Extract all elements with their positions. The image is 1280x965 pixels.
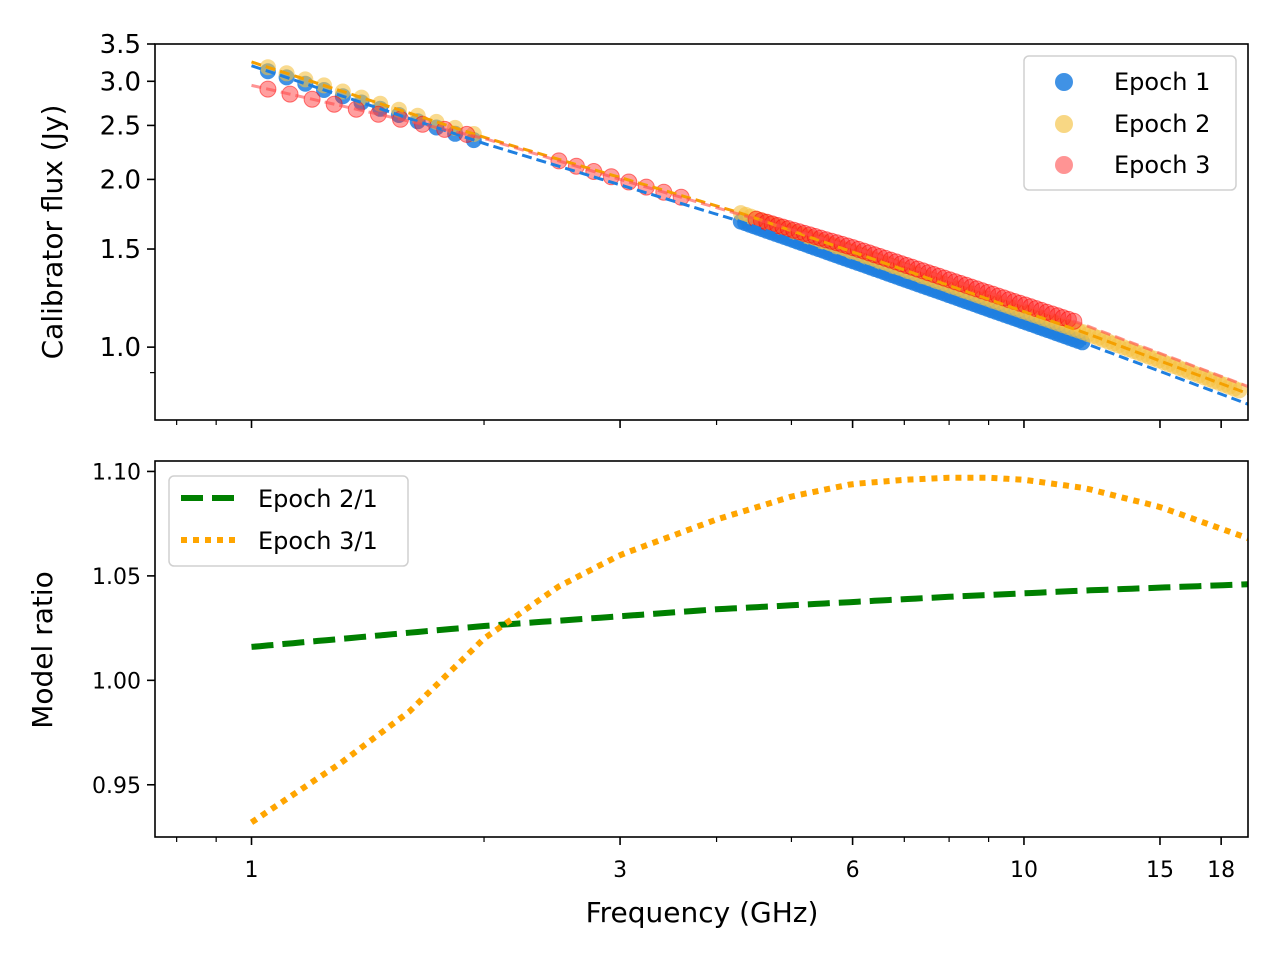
y-tick-label: 3.5 <box>100 30 141 60</box>
y-tick-label: 3.0 <box>100 67 141 97</box>
x-tick-label: 3 <box>613 858 627 883</box>
top-x-axis <box>176 420 1222 428</box>
bottom-plot-frame <box>154 460 1249 838</box>
x-tick-label: 1 <box>245 858 259 883</box>
top-series-layer <box>251 59 1248 406</box>
x-tick-label: 10 <box>1010 858 1038 883</box>
fit-line-epoch-3 <box>251 83 1248 388</box>
ratio-line-epoch-3-1 <box>249 474 1248 825</box>
y-tick-label: 1.0 <box>100 333 141 363</box>
y-tick-label: 1.05 <box>92 565 141 590</box>
ratio-line-epoch-2-1 <box>251 581 1248 650</box>
data-point <box>602 168 620 186</box>
bottom-series-layer <box>249 474 1248 825</box>
top-legend: Epoch 1 Epoch 2 Epoch 3 <box>1023 55 1237 191</box>
bottom-x-axis: 1 3 6 10 15 18 <box>176 837 1235 883</box>
legend-label-epoch-2: Epoch 2 <box>1114 110 1210 138</box>
y-tick-label: 1.5 <box>100 235 141 265</box>
legend-label-epoch-2-1: Epoch 2/1 <box>258 485 378 513</box>
bottom-y-axis-title: Model ratio <box>26 571 59 729</box>
y-tick-label: 1.00 <box>92 669 141 694</box>
top-y-axis: 1.0 1.5 2.0 2.5 3.0 3.5 <box>100 30 155 374</box>
y-tick-label: 1.10 <box>92 460 141 485</box>
y-tick-label: 0.95 <box>92 774 141 799</box>
fit-line-epoch-1 <box>251 64 1248 406</box>
legend-marker-epoch-1 <box>1055 73 1073 91</box>
bottom-legend: Epoch 2/1 Epoch 3/1 <box>168 475 409 567</box>
legend-label-epoch-3-1: Epoch 3/1 <box>258 527 378 555</box>
x-tick-label: 18 <box>1207 858 1235 883</box>
top-legend-box <box>1023 55 1237 191</box>
bottom-panel: 0.95 1.00 1.05 1.10 1 3 6 10 15 18 Model ratio F… <box>26 460 1249 929</box>
top-y-axis-title: Calibrator flux (Jy) <box>36 105 69 360</box>
fit-line-epoch-2 <box>251 60 1248 396</box>
legend-marker-epoch-3 <box>1055 156 1073 174</box>
top-panel: 1.01.52.02.53.03.5 Calibrator flux (Jy) … <box>36 30 1249 428</box>
top-plot-frame <box>154 43 1249 421</box>
legend-label-epoch-3: Epoch 3 <box>1114 151 1210 179</box>
legend-marker-epoch-2 <box>1055 115 1073 133</box>
y-tick-label: 2.0 <box>100 165 141 195</box>
x-tick-label: 6 <box>846 858 860 883</box>
x-axis-title: Frequency (GHz) <box>586 896 819 929</box>
x-tick-label: 15 <box>1146 858 1174 883</box>
y-tick-label: 2.5 <box>100 111 141 141</box>
legend-label-epoch-1: Epoch 1 <box>1114 68 1210 96</box>
bottom-y-axis: 0.95 1.00 1.05 1.10 <box>92 460 155 799</box>
